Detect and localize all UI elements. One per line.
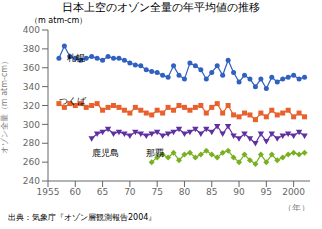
html-text:出典：気象庁『オゾン層観測報告2004』: 出典：気象庁『オゾン層観測報告2004』 <box>8 213 157 222</box>
svg-text:（年）: （年） <box>283 203 310 211</box>
svg-text:オゾン全量（m atm-cm）: オゾン全量（m atm-cm） <box>8 57 9 154</box>
svg-text:320: 320 <box>23 101 40 111</box>
svg-text:75: 75 <box>151 187 162 197</box>
svg-text:85: 85 <box>206 187 217 197</box>
svg-text:240: 240 <box>23 176 40 186</box>
svg-text:那覇: 那覇 <box>146 148 164 158</box>
svg-text:1955: 1955 <box>37 187 60 197</box>
html-text:日本上空のオゾン全量の年平均値の推移: 日本上空のオゾン全量の年平均値の推移 <box>62 1 260 14</box>
svg-text:300: 300 <box>23 120 40 130</box>
svg-text:65: 65 <box>97 187 108 197</box>
svg-text:札幌: 札幌 <box>67 53 85 63</box>
svg-text:95: 95 <box>261 187 272 197</box>
svg-text:鹿児島: 鹿児島 <box>92 148 119 158</box>
svg-text:360: 360 <box>23 63 40 73</box>
svg-text:2000: 2000 <box>282 187 305 197</box>
svg-text:90: 90 <box>233 187 245 197</box>
svg-text:80: 80 <box>179 187 191 197</box>
svg-text:60: 60 <box>70 187 82 197</box>
svg-text:380: 380 <box>23 44 40 54</box>
svg-text:70: 70 <box>124 187 136 197</box>
svg-text:340: 340 <box>23 82 40 92</box>
svg-text:260: 260 <box>23 157 40 167</box>
svg-text:400: 400 <box>23 25 40 35</box>
svg-text:つくば: つくば <box>59 96 87 106</box>
svg-text:280: 280 <box>23 138 40 148</box>
html-text:（m atm-cm）: （m atm-cm） <box>30 16 88 25</box>
